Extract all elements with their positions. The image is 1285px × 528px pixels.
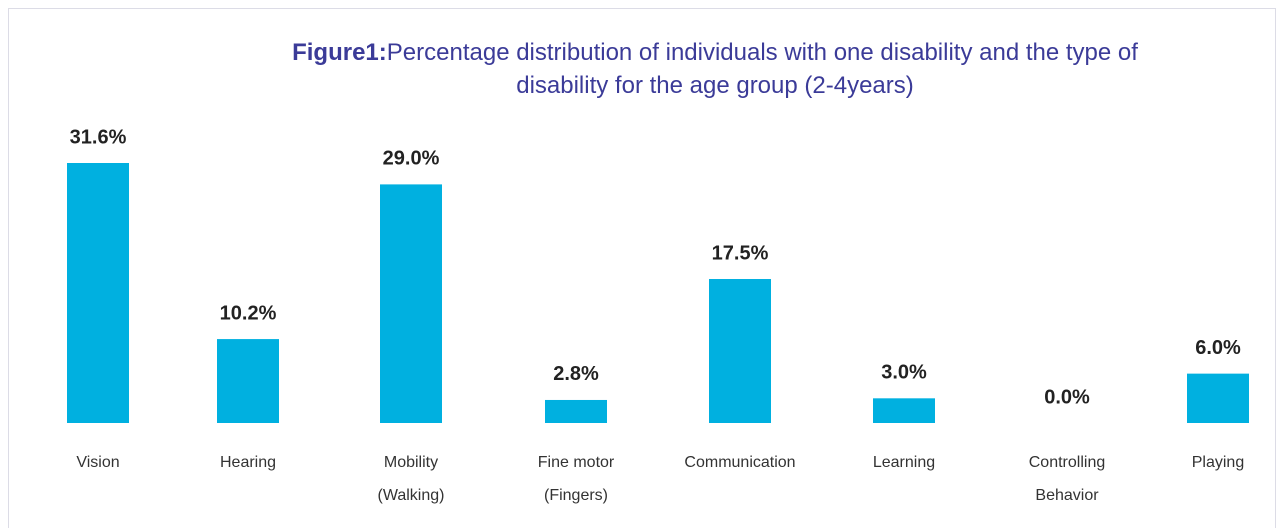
x-tick-label: Communication [684, 454, 795, 471]
value-label: 0.0% [1044, 386, 1090, 408]
x-tick-label: Behavior [1035, 487, 1099, 504]
x-tick-label: Playing [1192, 454, 1244, 471]
x-tick-label: Learning [873, 454, 935, 471]
value-label: 3.0% [881, 362, 927, 384]
bar [545, 399, 607, 423]
x-tick-label: (Fingers) [544, 487, 608, 504]
bar [1187, 373, 1249, 423]
value-label: 10.2% [220, 302, 277, 324]
value-label: 17.5% [712, 242, 769, 264]
title-label: Figure1: [292, 39, 387, 66]
bar [873, 398, 935, 423]
x-tick-label: Vision [76, 454, 119, 471]
value-label: 2.8% [553, 363, 599, 385]
bar [709, 279, 771, 423]
value-label: 31.6% [70, 126, 127, 148]
chart-frame [8, 8, 1276, 528]
value-label: 29.0% [383, 148, 440, 170]
value-label: 6.0% [1195, 337, 1241, 359]
bar [217, 339, 279, 423]
bar [67, 163, 129, 423]
x-tick-label: Hearing [220, 454, 276, 471]
title-text: Percentage distribution of individuals w… [386, 39, 1138, 99]
x-tick-label: Fine motor [538, 454, 615, 471]
x-tick-label: Controlling [1029, 454, 1105, 471]
x-tick-label: Mobility [384, 454, 438, 471]
chart-title: Figure1:Percentage distribution of indiv… [260, 36, 1170, 102]
bar [380, 184, 442, 423]
x-tick-label: (Walking) [378, 487, 445, 504]
